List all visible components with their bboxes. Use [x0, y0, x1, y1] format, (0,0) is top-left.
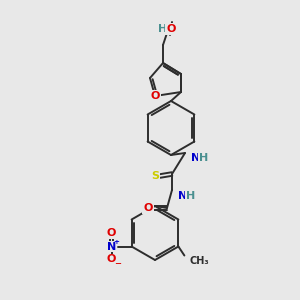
Text: N: N: [191, 153, 201, 163]
Text: N: N: [178, 191, 188, 201]
Text: H: H: [186, 191, 196, 201]
Text: O: O: [143, 203, 153, 213]
Text: H: H: [158, 24, 168, 34]
Text: O: O: [166, 24, 176, 34]
Text: N: N: [107, 242, 116, 251]
Text: O: O: [107, 254, 116, 265]
Text: H: H: [200, 153, 208, 163]
Text: −: −: [114, 259, 121, 268]
Text: CH₃: CH₃: [189, 256, 209, 266]
Text: O: O: [150, 91, 160, 101]
Text: S: S: [151, 171, 159, 181]
Text: O: O: [107, 229, 116, 238]
Text: +: +: [114, 238, 120, 244]
